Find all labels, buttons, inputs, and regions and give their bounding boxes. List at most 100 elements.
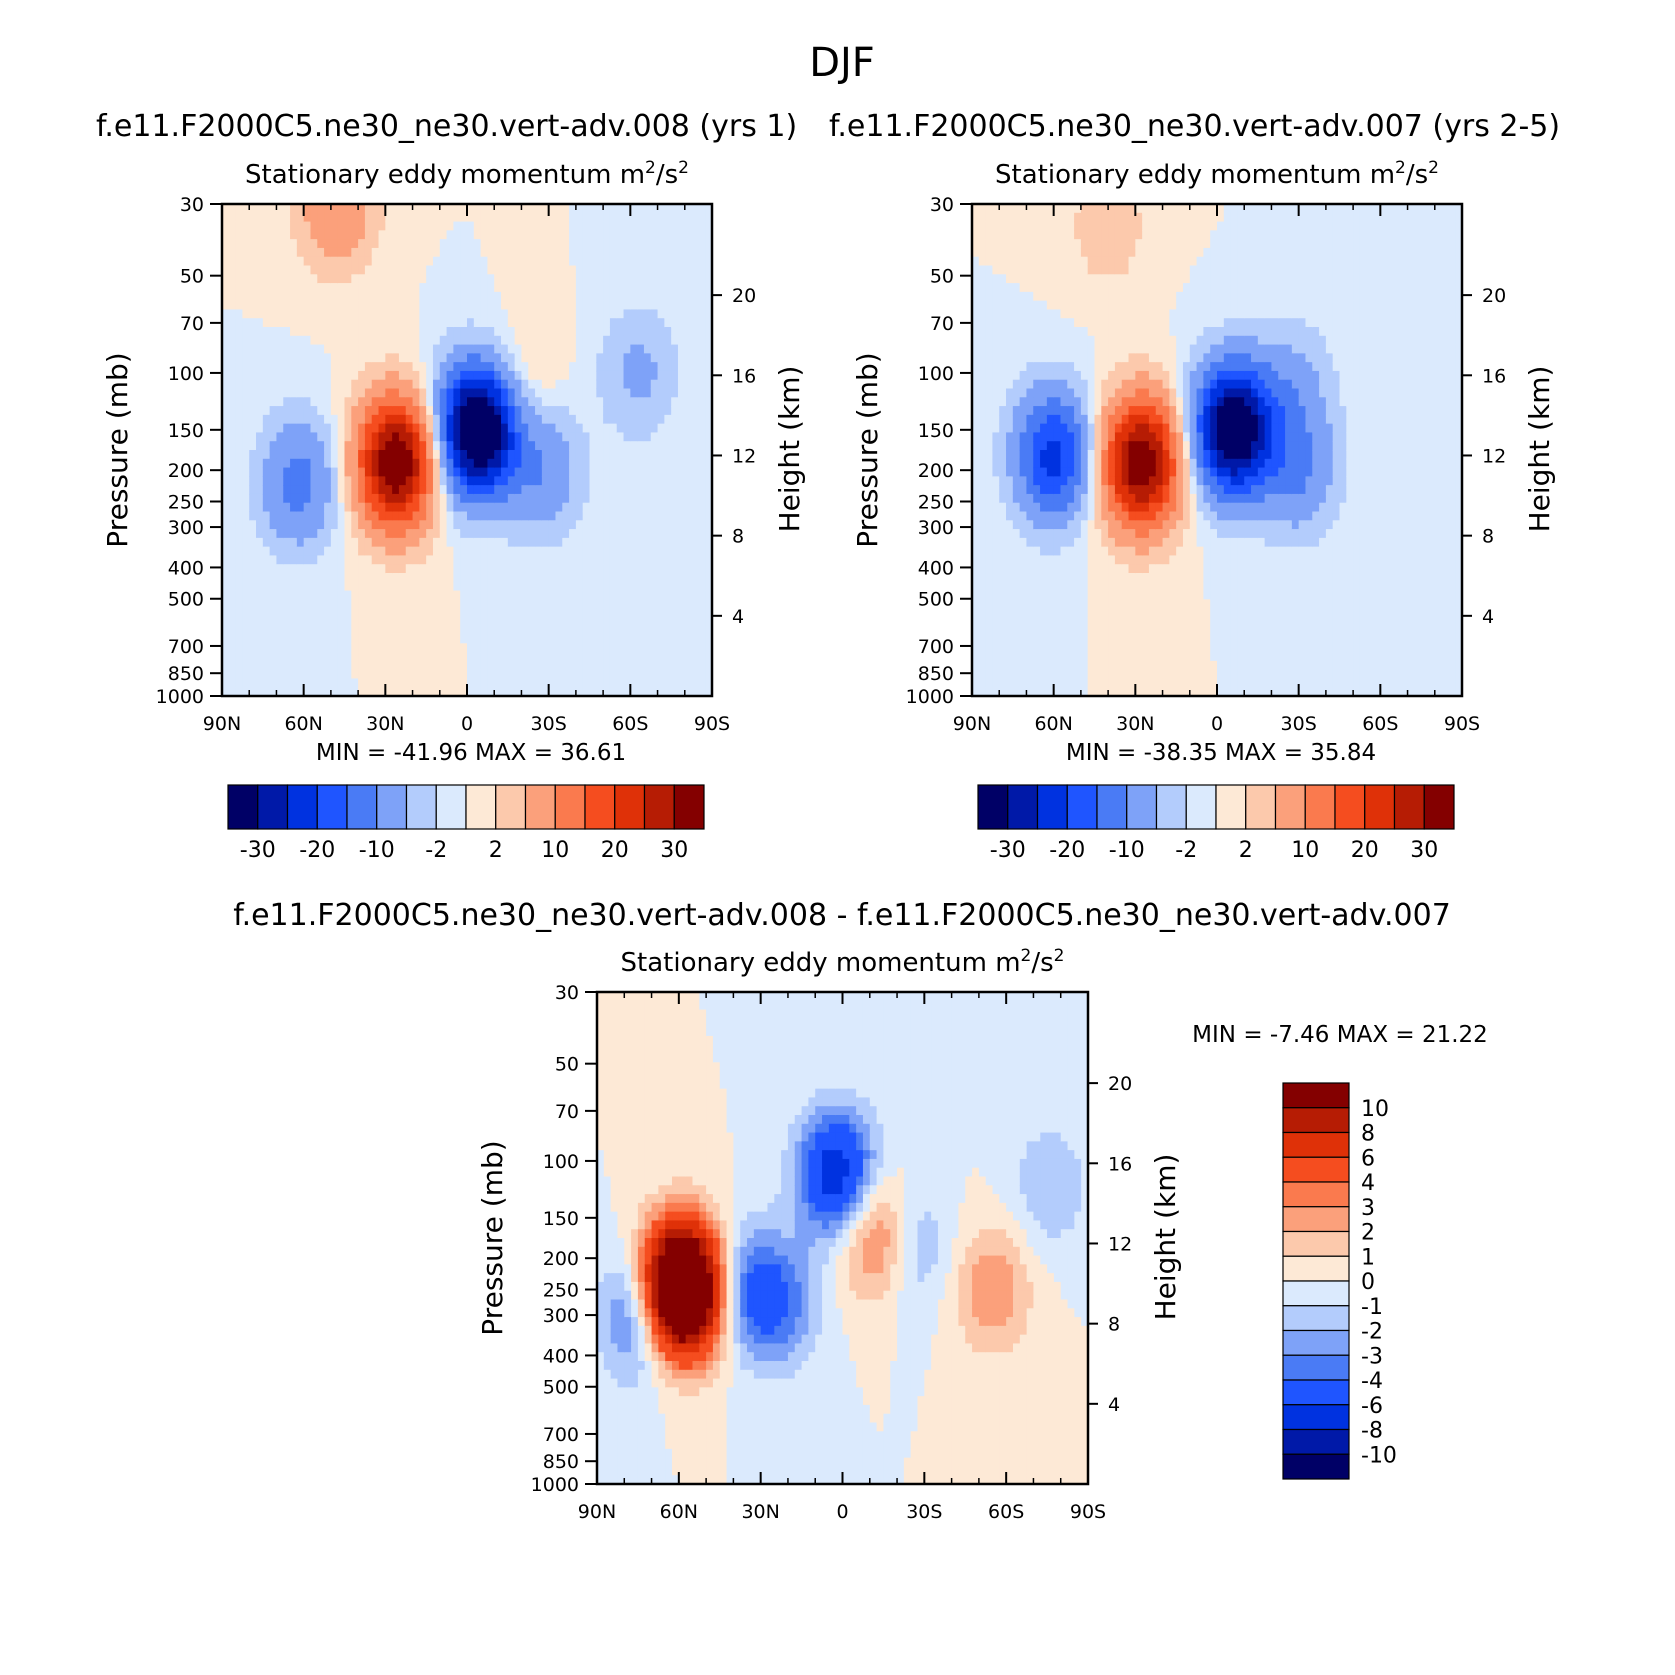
field-cell — [705, 309, 713, 319]
field-cell — [419, 318, 427, 328]
field-cell — [337, 581, 346, 592]
field-cell — [992, 564, 1000, 574]
field-cell — [487, 247, 495, 258]
field-cell — [555, 388, 563, 398]
field-cell — [385, 555, 393, 565]
field-cell — [630, 406, 638, 416]
field-cell — [623, 265, 631, 275]
field-cell — [1053, 529, 1062, 539]
field-cell — [1012, 256, 1021, 267]
field-cell — [324, 335, 332, 346]
field-cell — [283, 432, 291, 442]
field-cell — [467, 221, 475, 231]
field-cell — [385, 309, 393, 319]
field-cell — [691, 660, 699, 671]
field-cell — [521, 546, 529, 557]
field-cell — [1019, 256, 1028, 267]
field-cell — [999, 204, 1007, 214]
field-cell — [528, 318, 536, 328]
field-cell — [494, 616, 502, 627]
field-cell — [603, 239, 611, 249]
field-cell — [460, 362, 468, 372]
field-cell — [310, 520, 318, 530]
field-cell — [398, 511, 407, 521]
field-cell — [439, 353, 448, 363]
field-cell — [1033, 660, 1041, 671]
field-cell — [453, 652, 461, 662]
field-cell — [1053, 265, 1062, 275]
field-cell — [378, 476, 386, 486]
field-cell — [623, 327, 631, 337]
field-cell — [371, 660, 380, 671]
field-cell — [603, 634, 611, 644]
field-cell — [446, 230, 454, 240]
field-cell — [296, 590, 305, 600]
field-cell — [999, 634, 1007, 644]
field-cell — [405, 300, 414, 311]
field-cell — [650, 643, 659, 653]
field-cell — [222, 590, 230, 600]
field-cell — [972, 414, 980, 425]
field-cell — [419, 300, 427, 311]
field-cell — [1033, 291, 1041, 302]
field-cell — [296, 458, 305, 469]
field-cell — [290, 441, 298, 451]
field-cell — [623, 669, 631, 680]
field-cell — [1067, 212, 1075, 223]
field-cell — [358, 511, 366, 521]
field-cell — [378, 493, 386, 504]
colorbar-label: -30 — [240, 838, 276, 863]
field-cell — [330, 300, 339, 311]
field-cell — [684, 581, 693, 592]
field-cell — [398, 291, 407, 302]
field-cell — [439, 414, 448, 425]
field-cell — [548, 660, 557, 671]
field-cell — [405, 520, 414, 530]
field-cell — [235, 432, 244, 442]
field-cell — [330, 678, 339, 688]
field-cell — [453, 625, 461, 636]
field-cell — [310, 221, 318, 231]
field-cell — [1012, 634, 1021, 644]
field-cell — [684, 537, 693, 548]
field-cell — [698, 573, 706, 583]
field-cell — [228, 265, 237, 275]
field-cell — [419, 493, 427, 504]
field-cell — [528, 669, 536, 680]
field-cell — [562, 625, 570, 636]
field-cell — [541, 283, 550, 293]
field-cell — [603, 388, 611, 398]
field-cell — [317, 529, 325, 539]
field-cell — [999, 529, 1007, 539]
field-cell — [446, 370, 454, 381]
field-cell — [460, 564, 468, 574]
field-cell — [630, 599, 638, 609]
field-cell — [487, 362, 495, 372]
field-cell — [494, 678, 502, 688]
field-cell — [480, 212, 489, 223]
field-cell — [290, 265, 298, 275]
field-cell — [378, 520, 386, 530]
field-cell — [303, 493, 312, 504]
field-cell — [303, 221, 312, 231]
field-cell — [677, 370, 686, 381]
field-cell — [616, 625, 625, 636]
field-cell — [1026, 493, 1034, 504]
field-cell — [609, 669, 618, 680]
field-cell — [426, 291, 434, 302]
field-cell — [535, 256, 543, 267]
field-cell — [1053, 283, 1062, 293]
field-cell — [1019, 660, 1028, 671]
field-cell — [344, 555, 352, 565]
field-cell — [562, 687, 570, 697]
field-cell — [972, 344, 980, 354]
field-cell — [1006, 318, 1014, 328]
field-cell — [1006, 467, 1014, 477]
field-cell — [222, 660, 230, 671]
field-cell — [616, 643, 625, 653]
field-cell — [541, 555, 550, 565]
field-cell — [432, 274, 441, 284]
field-cell — [392, 265, 400, 275]
field-cell — [569, 423, 577, 434]
field-cell — [684, 555, 693, 565]
